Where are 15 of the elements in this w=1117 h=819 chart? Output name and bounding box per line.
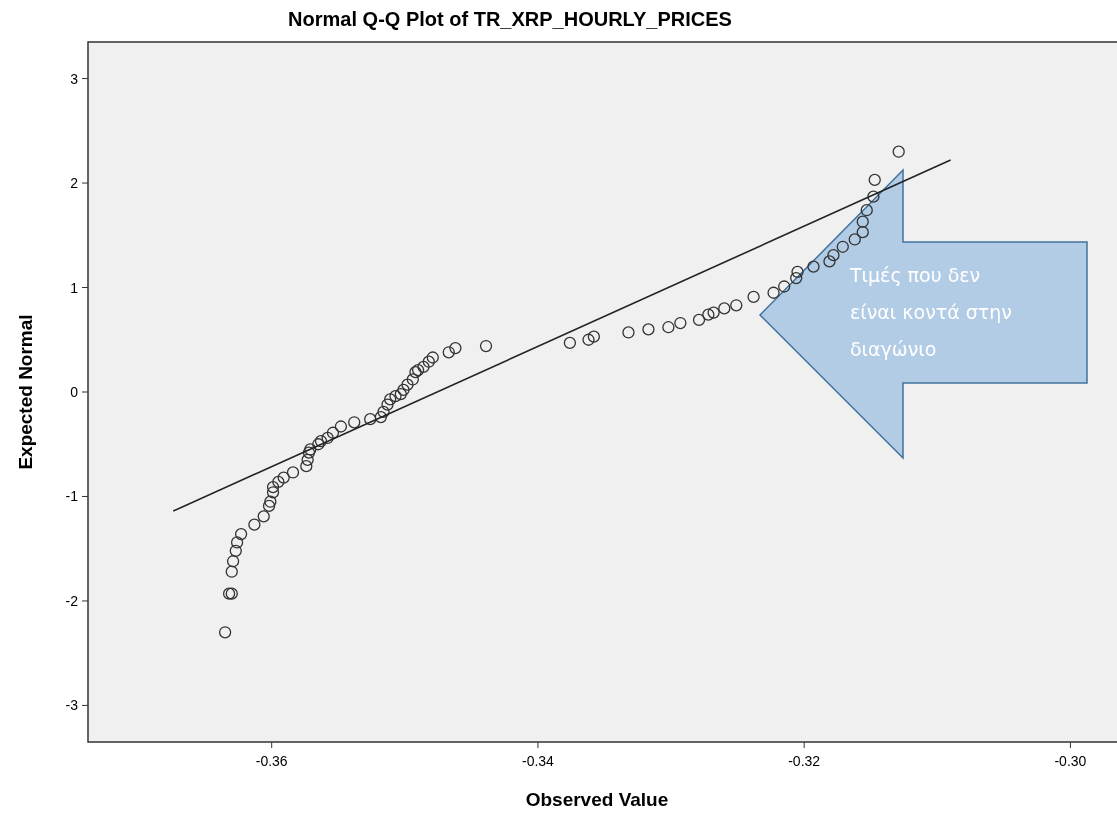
x-axis-title: Observed Value [525, 789, 669, 810]
y-tick-label: -2 [65, 592, 79, 609]
y-axis-title: Expected Normal [15, 314, 36, 470]
x-tick-label: -0.34 [521, 753, 555, 769]
y-tick-label: -1 [65, 488, 79, 505]
y-tick-label: 2 [70, 175, 79, 192]
x-tick-label: -0.32 [788, 753, 821, 769]
y-tick-label: 1 [70, 279, 79, 296]
annotation: Τιμές που δεν είναι κοντά στην διαγώνιο [849, 264, 1012, 360]
x-tick-label: -0.36 [255, 753, 288, 769]
y-tick-label: -3 [65, 697, 79, 714]
x-tick-label: -0.30 [1054, 753, 1087, 769]
chart-title: Normal Q-Q Plot of TR_XRP_HOURLY_PRICES [288, 8, 732, 30]
y-tick-label: 3 [70, 70, 79, 87]
y-tick-label: 0 [70, 384, 79, 400]
